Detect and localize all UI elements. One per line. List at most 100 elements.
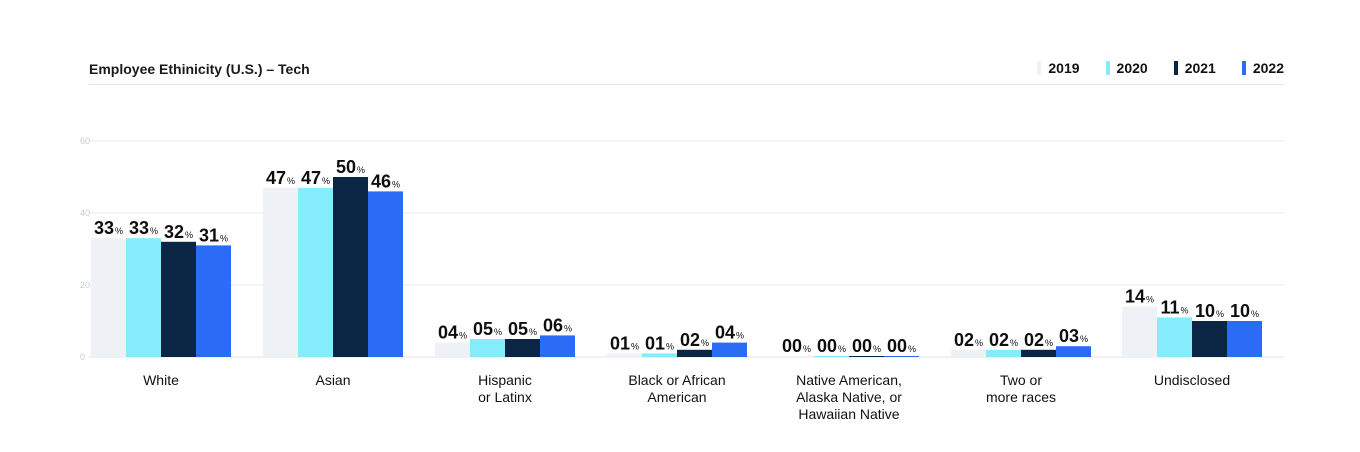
y-tick-label: 40	[80, 208, 90, 218]
data-label-value: 14	[1125, 287, 1145, 307]
data-label: 00%	[817, 336, 846, 356]
data-label: 03%	[1059, 326, 1088, 346]
bar-2021	[677, 349, 712, 357]
data-label-value: 00	[782, 336, 802, 356]
data-label-unit: %	[1146, 295, 1154, 305]
data-label-value: 47	[266, 168, 286, 188]
data-label-value: 02	[1024, 330, 1044, 350]
category-label: Black or African American	[628, 372, 726, 405]
data-label-unit: %	[838, 344, 846, 354]
data-label: 33%	[129, 218, 158, 238]
data-label: 02%	[1024, 330, 1053, 350]
bar-2021	[1021, 349, 1056, 357]
data-label-value: 06	[543, 315, 563, 335]
data-label-value: 02	[680, 330, 700, 350]
bar-2022	[712, 342, 747, 357]
bar-2021	[333, 177, 368, 357]
data-label: 11%	[1160, 297, 1188, 317]
title-divider	[89, 84, 1284, 85]
data-label: 04%	[438, 323, 467, 343]
legend-swatch	[1173, 61, 1178, 75]
data-label-value: 02	[989, 330, 1009, 350]
data-label-value: 03	[1059, 326, 1079, 346]
bar-2019	[779, 356, 814, 357]
bar-2021	[505, 339, 540, 357]
data-label: 05%	[508, 319, 537, 339]
data-label-value: 10	[1195, 301, 1215, 321]
data-label-unit: %	[908, 344, 916, 354]
data-label-value: 33	[129, 218, 149, 238]
bar-2021	[161, 241, 196, 357]
data-label-unit: %	[666, 341, 674, 351]
data-label-unit: %	[220, 233, 228, 243]
data-label-value: 31	[199, 225, 219, 245]
legend-label: 2021	[1184, 60, 1216, 76]
data-label-unit: %	[701, 338, 709, 348]
data-label: 02%	[680, 330, 709, 350]
data-label-unit: %	[322, 176, 330, 186]
data-label-unit: %	[1080, 334, 1088, 344]
data-label-value: 46	[371, 171, 391, 191]
data-label-value: 10	[1230, 301, 1250, 321]
data-label-value: 01	[645, 333, 665, 353]
bar-2020	[814, 356, 849, 357]
data-label-unit: %	[115, 226, 123, 236]
data-label-unit: %	[803, 344, 811, 354]
category-label: Native American, Alaska Native, or Hawai…	[796, 372, 902, 422]
y-tick-label: 0	[80, 352, 85, 362]
data-label-value: 00	[852, 336, 872, 356]
data-label-unit: %	[459, 331, 467, 341]
bar-2020	[986, 349, 1021, 357]
data-label: 50%	[336, 157, 365, 177]
data-label: 02%	[954, 330, 983, 350]
bar-2020	[470, 339, 505, 357]
category-label: White	[143, 372, 179, 388]
legend-item-2021: 2021	[1173, 60, 1216, 76]
data-label: 10%	[1195, 301, 1224, 321]
data-label-unit: %	[392, 179, 400, 189]
data-label-unit: %	[287, 176, 295, 186]
data-label-unit: %	[1181, 305, 1189, 315]
bar-2020	[642, 353, 677, 357]
bar-2022	[196, 245, 231, 357]
data-label-value: 05	[473, 319, 493, 339]
data-label-value: 02	[954, 330, 974, 350]
data-label-value: 50	[336, 157, 356, 177]
data-label-value: 47	[301, 168, 321, 188]
data-label-unit: %	[564, 323, 572, 333]
bar-2019	[435, 342, 470, 357]
data-label-unit: %	[736, 331, 744, 341]
legend-item-2022: 2022	[1241, 60, 1284, 76]
bar-2019	[263, 187, 298, 357]
category-label: Asian	[315, 372, 351, 388]
legend-label: 2019	[1048, 60, 1080, 76]
data-label-unit: %	[357, 165, 365, 175]
data-label: 01%	[610, 333, 639, 353]
bar-2022	[1056, 346, 1091, 357]
data-label: 01%	[645, 333, 674, 353]
legend-swatch	[1105, 61, 1110, 75]
legend-swatch	[1037, 61, 1042, 75]
data-label-unit: %	[1045, 338, 1053, 348]
bar-2019	[1122, 306, 1157, 357]
data-label-value: 01	[610, 333, 630, 353]
data-label-value: 04	[438, 323, 458, 343]
data-label-value: 32	[164, 222, 184, 242]
data-label-unit: %	[975, 338, 983, 348]
data-label-unit: %	[494, 327, 502, 337]
data-label-value: 33	[94, 218, 114, 238]
data-label-unit: %	[185, 230, 193, 240]
data-label: 10%	[1230, 301, 1259, 321]
legend-swatch	[1241, 61, 1246, 75]
data-label-value: 00	[887, 336, 907, 356]
data-label: 04%	[715, 323, 744, 343]
y-tick-label: 20	[80, 280, 90, 290]
bar-2022	[1227, 321, 1262, 357]
legend-item-2020: 2020	[1105, 60, 1148, 76]
bar-2022	[368, 191, 403, 357]
data-label: 32%	[164, 222, 193, 242]
data-label-value: 05	[508, 319, 528, 339]
data-label: 06%	[543, 315, 572, 335]
data-label-value: 00	[817, 336, 837, 356]
chart-title: Employee Ethinicity (U.S.) – Tech	[89, 61, 310, 77]
